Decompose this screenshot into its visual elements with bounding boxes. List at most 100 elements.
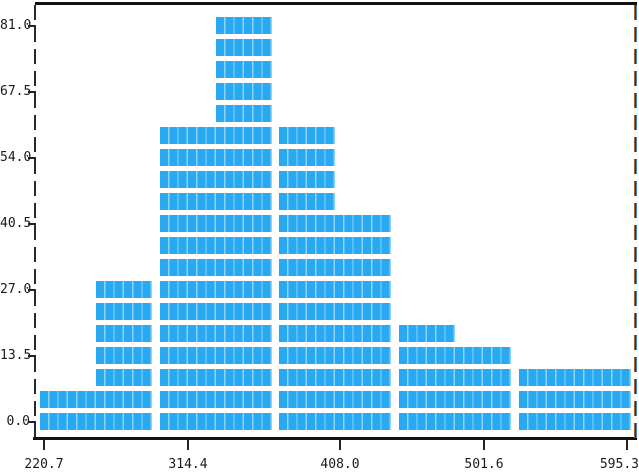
y-tick-mark (28, 90, 36, 93)
bar-segment-row (279, 193, 335, 210)
bar-segment-row (216, 193, 272, 210)
axis-dash (33, 423, 36, 438)
axis-dash (633, 379, 637, 394)
bar-segment-row (216, 369, 272, 386)
axis-dash (33, 181, 36, 196)
x-tick-mark (187, 440, 189, 450)
y-tick-mark (28, 288, 36, 291)
x-tick-label: 314.4 (168, 457, 208, 472)
bar-segment-row (519, 391, 575, 408)
bar-segment-row (279, 391, 335, 408)
axis-dash (33, 203, 36, 218)
bar-segment-row (279, 149, 335, 166)
bar-segment-row (160, 215, 216, 232)
bar-segment-row (399, 391, 455, 408)
axis-dash (33, 269, 36, 284)
bar-segment-row (399, 325, 455, 342)
bar-segment-row (96, 303, 152, 320)
axis-dash (633, 181, 637, 196)
bar-segment-row (335, 391, 391, 408)
bar-segment-row (40, 391, 96, 408)
bar-segment-row (216, 39, 272, 56)
plot-border-right (633, 5, 637, 438)
bar-segment-row (575, 391, 631, 408)
bar-segment-row (40, 413, 96, 430)
bar-segment-row (160, 127, 216, 144)
bar-segment-row (279, 259, 335, 276)
axis-dash (33, 115, 36, 130)
axis-dash (33, 379, 36, 394)
x-tick-mark (626, 440, 628, 450)
y-tick-mark (28, 24, 36, 27)
bar-segment-row (216, 171, 272, 188)
axis-dash (33, 357, 36, 372)
axis-dash (633, 357, 637, 372)
x-tick-mark (43, 440, 45, 450)
bar-segment-row (160, 391, 216, 408)
axis-dash (633, 313, 637, 328)
bar-segment-row (160, 281, 216, 298)
bar-segment-row (160, 149, 216, 166)
axis-dash (33, 27, 36, 42)
bar-segment-row (216, 149, 272, 166)
y-tick-label: 40.5 (0, 215, 32, 231)
y-tick-label: 67.5 (0, 83, 32, 99)
bar-segment-row (279, 127, 335, 144)
axis-dash (633, 27, 637, 42)
bar-segment-row (216, 303, 272, 320)
bar-segment-row (216, 215, 272, 232)
y-tick-mark (28, 354, 36, 357)
axis-dash (633, 71, 637, 86)
axis-dash (633, 423, 637, 438)
bar-segment-row (216, 237, 272, 254)
axis-dash (633, 225, 637, 240)
bar-segment-row (216, 259, 272, 276)
bar-segment-row (335, 325, 391, 342)
bar-segment-row (455, 369, 511, 386)
axis-dash (633, 5, 637, 20)
bar-segment-row (96, 347, 152, 364)
axis-dash (633, 137, 637, 152)
bar-segment-row (575, 413, 631, 430)
bar-segment-row (160, 369, 216, 386)
bar-segment-row (279, 347, 335, 364)
axis-dash (33, 401, 36, 416)
y-tick-label: 54.0 (0, 149, 32, 165)
axis-dash (33, 335, 36, 350)
axis-dash (633, 335, 637, 350)
axis-dash (33, 71, 36, 86)
axis-dash (633, 269, 637, 284)
bar-segment-row (160, 171, 216, 188)
bar-segment-row (335, 259, 391, 276)
axis-dash (633, 401, 637, 416)
x-tick-label: 595.3 (599, 457, 639, 472)
axis-dash (33, 225, 36, 240)
bar-segment-row (519, 369, 575, 386)
bar-segment-row (335, 347, 391, 364)
plot-border-top (35, 2, 637, 5)
bar-segment-row (160, 237, 216, 254)
x-tick-mark (483, 440, 485, 450)
bar-segment-row (335, 369, 391, 386)
bar-segment-row (160, 413, 216, 430)
bar-segment-row (279, 325, 335, 342)
axis-dash (33, 93, 36, 108)
bar-segment-row (455, 391, 511, 408)
axis-dash (33, 159, 36, 174)
bar-segment-row (335, 281, 391, 298)
bar-segment-row (335, 215, 391, 232)
y-tick-label: 27.0 (0, 281, 32, 297)
y-tick-label: 13.5 (0, 347, 32, 363)
bar-segment-row (279, 281, 335, 298)
axis-dash (33, 291, 36, 306)
bar-segment-row (455, 347, 511, 364)
bar-segment-row (399, 347, 455, 364)
bar-segment-row (279, 171, 335, 188)
bar-segment-row (335, 237, 391, 254)
y-tick-label: 81.0 (0, 17, 32, 33)
bar-segment-row (216, 325, 272, 342)
axis-dash (633, 159, 637, 174)
bar-segment-row (160, 325, 216, 342)
axis-dash (33, 137, 36, 152)
